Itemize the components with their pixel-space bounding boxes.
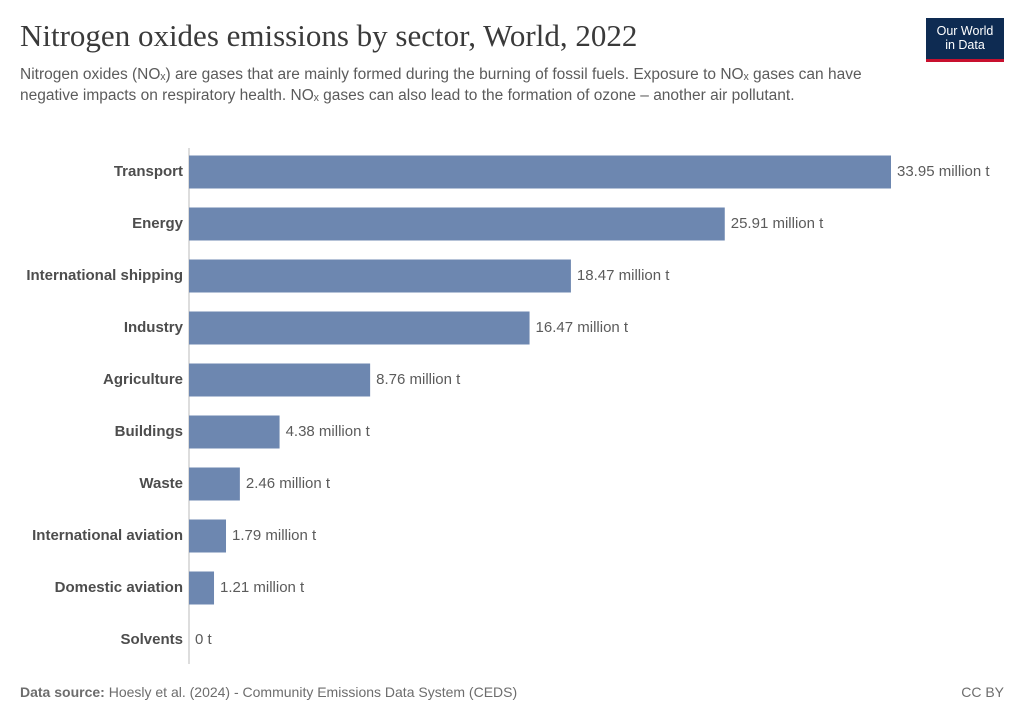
y-tick-label: Agriculture — [103, 371, 183, 388]
footer: Data source: Hoesly et al. (2024) - Comm… — [20, 684, 1004, 700]
logo-text: Our World — [936, 24, 994, 38]
source: Hoesly et al. (2024) - Community Emissio… — [108, 684, 518, 700]
bar — [189, 571, 215, 605]
value-label: 1.21 million t — [220, 579, 305, 596]
logo[interactable]: Our World in Data — [926, 18, 1004, 62]
bar — [189, 207, 725, 241]
bar — [189, 311, 530, 345]
y-tick-label: Transport — [114, 163, 183, 180]
y-tick-label: Waste — [139, 475, 183, 492]
chart-subtitle: Nitrogen oxides (NOₓ) are gases that are… — [20, 66, 862, 104]
bar — [189, 155, 891, 189]
value-label: 1.79 million t — [232, 527, 317, 544]
source-label: Data source: — [20, 684, 105, 700]
bar — [189, 363, 371, 397]
value-label: 4.38 million t — [286, 423, 371, 440]
value-label: 16.47 million t — [536, 319, 629, 336]
y-tick-label: International shipping — [26, 267, 183, 284]
value-label: 2.46 million t — [246, 475, 331, 492]
y-tick-label: Industry — [124, 319, 184, 336]
chart: Transport 33.95 million t Energy 25.91 mill… — [26, 148, 990, 664]
value-label: 0 t — [195, 631, 213, 648]
value-label: 33.95 million t — [897, 163, 990, 180]
bar — [189, 467, 240, 501]
bar — [189, 259, 571, 293]
value-label: 8.76 million t — [376, 371, 461, 388]
chart-title: Nitrogen oxides emissions by sector, Wor… — [20, 18, 638, 53]
value-label: 25.91 million t — [731, 215, 824, 232]
bar — [189, 415, 280, 449]
y-tick-label: International aviation — [32, 527, 183, 544]
y-tick-label: Energy — [132, 215, 184, 232]
value-label: 18.47 million t — [577, 267, 670, 284]
bar — [189, 519, 227, 553]
y-tick-label: Domestic aviation — [55, 579, 183, 596]
license[interactable]: CC BY — [961, 684, 1004, 700]
y-tick-label: Solvents — [120, 631, 183, 648]
logo-text: in Data — [945, 38, 985, 52]
y-tick-label: Buildings — [115, 423, 183, 440]
